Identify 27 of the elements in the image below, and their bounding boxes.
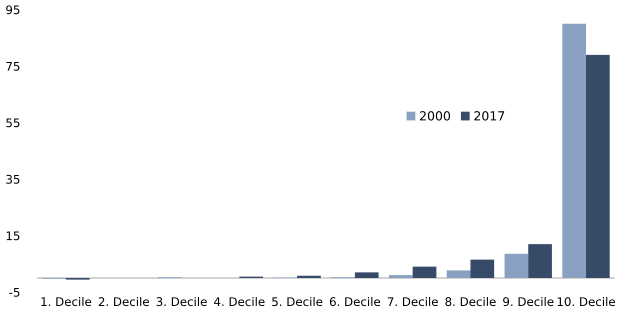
y-tick-label: 75 [6, 62, 20, 71]
x-tick-label: 10. Decile [558, 296, 615, 306]
legend-label: 2000 [420, 111, 450, 121]
bar [354, 272, 379, 278]
x-tick-label: 1. Decile [41, 296, 92, 306]
y-tick-label: 95 [6, 5, 20, 14]
x-tick-label: 7. Decile [388, 296, 438, 306]
x-tick-label: 8. Decile [445, 296, 496, 306]
x-tick-label: 4. Decile [214, 296, 265, 306]
x-tick-label: 9. Decile [503, 296, 554, 306]
bar [412, 266, 436, 278]
bar [388, 275, 413, 278]
x-tick-label: 6. Decile [330, 296, 380, 306]
x-tick-label: 5. Decile [272, 296, 322, 306]
x-tick-label: 3. Decile [156, 296, 207, 306]
bar [446, 270, 470, 278]
x-tick-label: 2. Decile [98, 296, 149, 306]
y-tick-label: -5 [9, 288, 20, 297]
bar [586, 54, 610, 278]
bar [470, 260, 494, 278]
y-tick-label: 35 [6, 174, 20, 184]
bar [562, 24, 586, 278]
legend-label: 2017 [474, 111, 504, 121]
y-tick-label: 15 [6, 231, 20, 240]
bar [528, 244, 552, 278]
y-tick-label: 55 [6, 118, 20, 128]
bar [504, 254, 528, 278]
